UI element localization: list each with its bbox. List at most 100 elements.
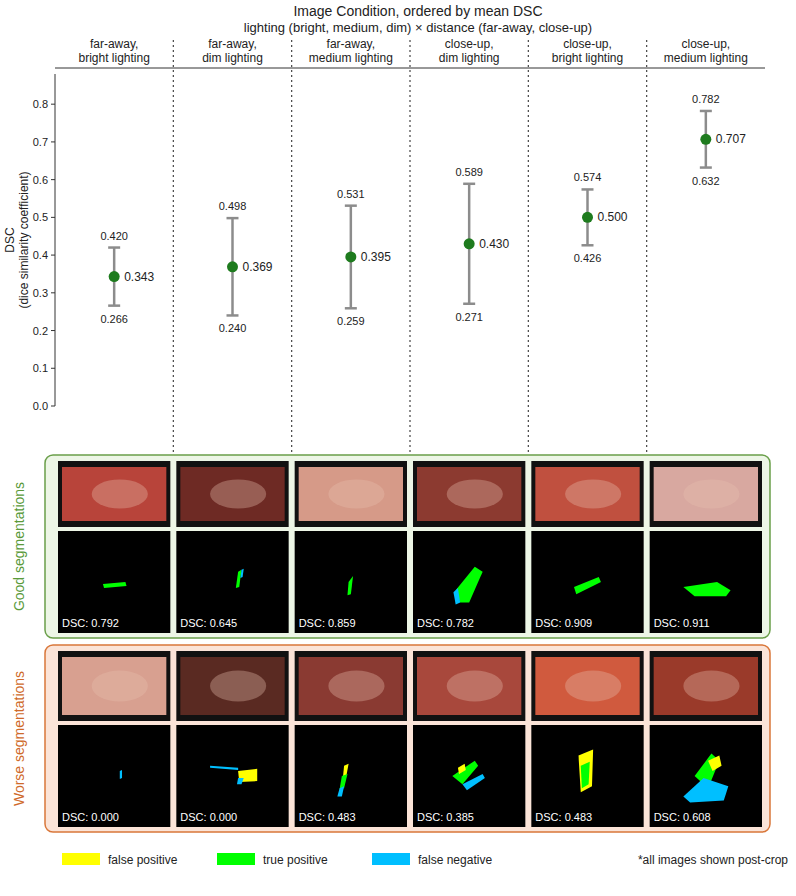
- dsc-label: DSC: 0.000: [62, 811, 119, 823]
- y-tick-label: 0.8: [33, 98, 48, 110]
- dsc-label: DSC: 0.385: [417, 811, 474, 823]
- legend-swatch: [217, 853, 255, 865]
- mask-region: [240, 569, 243, 578]
- error-cap-low: [700, 166, 712, 169]
- photo: [535, 657, 639, 715]
- category-label: close-up,bright lighting: [552, 37, 623, 65]
- error-cap-high: [700, 110, 712, 113]
- dsc-label: DSC: 0.911: [654, 617, 710, 629]
- mask-frame: [295, 725, 407, 827]
- y-tick: [51, 406, 55, 407]
- legend-label: false negative: [418, 853, 492, 867]
- photo-frame: [58, 651, 170, 721]
- y-axis: [55, 74, 56, 406]
- category-label: far-away,dim lighting: [202, 37, 263, 65]
- upper-label: 0.420: [100, 230, 128, 242]
- figure: Image Condition, ordered by mean DSCligh…: [0, 0, 796, 896]
- mask-region: [462, 774, 484, 790]
- dsc-label: DSC: 0.645: [180, 617, 237, 629]
- photo-highlight: [683, 671, 739, 702]
- y-tick-label: 0.2: [33, 325, 48, 337]
- mean-point: [464, 238, 475, 249]
- y-tick: [51, 368, 55, 369]
- dsc-label: DSC: 0.859: [299, 617, 356, 629]
- mask-frame: [295, 531, 407, 633]
- error-cap-high: [227, 217, 239, 220]
- column-divider: [646, 40, 647, 455]
- y-tick-label: 0.7: [33, 136, 48, 148]
- mask-region: [579, 749, 594, 792]
- photo: [180, 657, 284, 715]
- category-label-line: far-away,: [90, 37, 138, 51]
- upper-label: 0.498: [219, 200, 247, 212]
- upper-label: 0.782: [692, 93, 720, 105]
- y-tick-label: 0.1: [33, 362, 48, 374]
- photo-highlight: [92, 671, 148, 702]
- photo-frame: [650, 651, 762, 721]
- lower-label: 0.240: [219, 322, 247, 334]
- legend-label: false positive: [108, 853, 178, 867]
- photo: [299, 657, 403, 715]
- mask-region: [683, 582, 730, 596]
- photo-frame: [295, 461, 407, 527]
- mean-point: [582, 212, 593, 223]
- upper-label: 0.531: [337, 188, 365, 200]
- subtitle: lighting (bright, medium, dim) × distanc…: [244, 20, 592, 35]
- column-divider: [409, 40, 410, 455]
- error-cap-low: [463, 303, 475, 306]
- mask-frame: [650, 725, 762, 827]
- mask-region: [120, 770, 122, 779]
- photo-highlight: [210, 479, 266, 508]
- photo-highlight: [565, 479, 621, 508]
- error-cap-high: [582, 188, 594, 191]
- dsc-label: DSC: 0.782: [417, 617, 474, 629]
- y-axis-label-line: (dice similarity coefficient): [17, 171, 31, 308]
- title: Image Condition, ordered by mean DSC: [293, 3, 542, 19]
- y-tick: [51, 255, 55, 256]
- photo-highlight: [447, 479, 503, 508]
- row-title: Worse segmentations: [11, 671, 27, 806]
- mask-region: [236, 570, 242, 588]
- category-label: far-away,medium lighting: [309, 37, 393, 65]
- mean-point: [227, 261, 238, 272]
- y-axis-label-line: DSC: [3, 227, 17, 253]
- column-divider: [528, 40, 529, 455]
- mask-frame: [413, 531, 525, 633]
- legend-swatch: [62, 853, 100, 865]
- background: [0, 0, 796, 896]
- mask-region: [574, 577, 601, 594]
- column-divider: [173, 40, 174, 455]
- error-cap-low: [108, 304, 120, 307]
- photo: [62, 467, 166, 521]
- upper-label: 0.589: [455, 166, 483, 178]
- photo-highlight: [328, 479, 384, 508]
- mask-region: [708, 756, 721, 771]
- y-tick: [51, 104, 55, 105]
- photo-frame: [531, 461, 643, 527]
- category-label-line: dim lighting: [202, 51, 263, 65]
- y-tick-label: 0.0: [33, 400, 48, 412]
- lower-label: 0.426: [574, 252, 602, 264]
- photo: [62, 657, 166, 715]
- top-rule: [55, 68, 765, 69]
- photo: [654, 657, 758, 715]
- mask-frame: [58, 725, 170, 827]
- y-tick: [51, 292, 55, 293]
- value-label: 0.395: [361, 250, 391, 264]
- photo-highlight: [565, 671, 621, 702]
- y-tick-label: 0.6: [33, 174, 48, 186]
- dsc-label: DSC: 0.483: [535, 811, 592, 823]
- value-label: 0.430: [479, 237, 509, 251]
- footnote: *all images shown post-crop: [638, 853, 788, 867]
- error-cap-low: [227, 314, 239, 317]
- mask-region: [210, 766, 238, 770]
- mask-frame: [650, 531, 762, 633]
- dsc-label: DSC: 0.792: [62, 617, 119, 629]
- lower-label: 0.271: [455, 311, 483, 323]
- value-label: 0.707: [716, 132, 746, 146]
- photo-highlight: [683, 479, 739, 508]
- upper-label: 0.574: [574, 171, 602, 183]
- photo: [299, 467, 403, 521]
- category-label-line: far-away,: [327, 37, 375, 51]
- photo-frame: [413, 651, 525, 721]
